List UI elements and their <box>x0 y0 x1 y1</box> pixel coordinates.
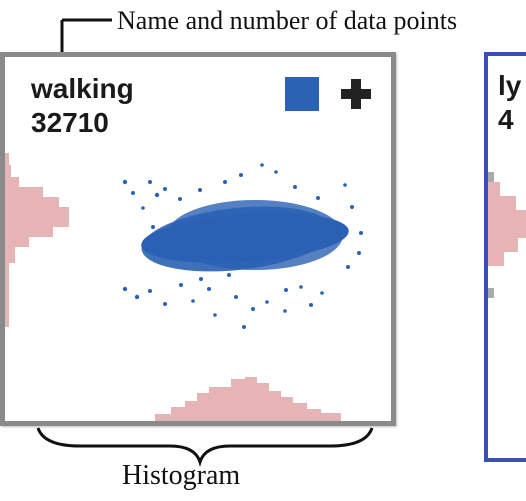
left-histogram <box>5 153 69 327</box>
dataset-name: ly <box>498 70 522 101</box>
annotation-histogram: Histogram <box>122 460 241 491</box>
color-swatch[interactable] <box>285 77 319 111</box>
plus-icon[interactable] <box>341 79 371 109</box>
scatter-points <box>122 163 363 329</box>
annotation-name-count: Name and number of data points <box>117 6 458 35</box>
dataset-card-second[interactable]: ly 4 <box>484 52 526 462</box>
dataset-card-walking[interactable]: walking 32710 <box>0 52 396 426</box>
data-point-count: 4 <box>498 104 514 135</box>
second-card-histogram <box>488 172 526 298</box>
histogram-brace <box>36 427 374 468</box>
data-point-count: 32710 <box>31 107 109 138</box>
bottom-histogram <box>155 377 341 421</box>
card-plot <box>5 153 363 421</box>
dataset-name: walking <box>31 73 134 104</box>
